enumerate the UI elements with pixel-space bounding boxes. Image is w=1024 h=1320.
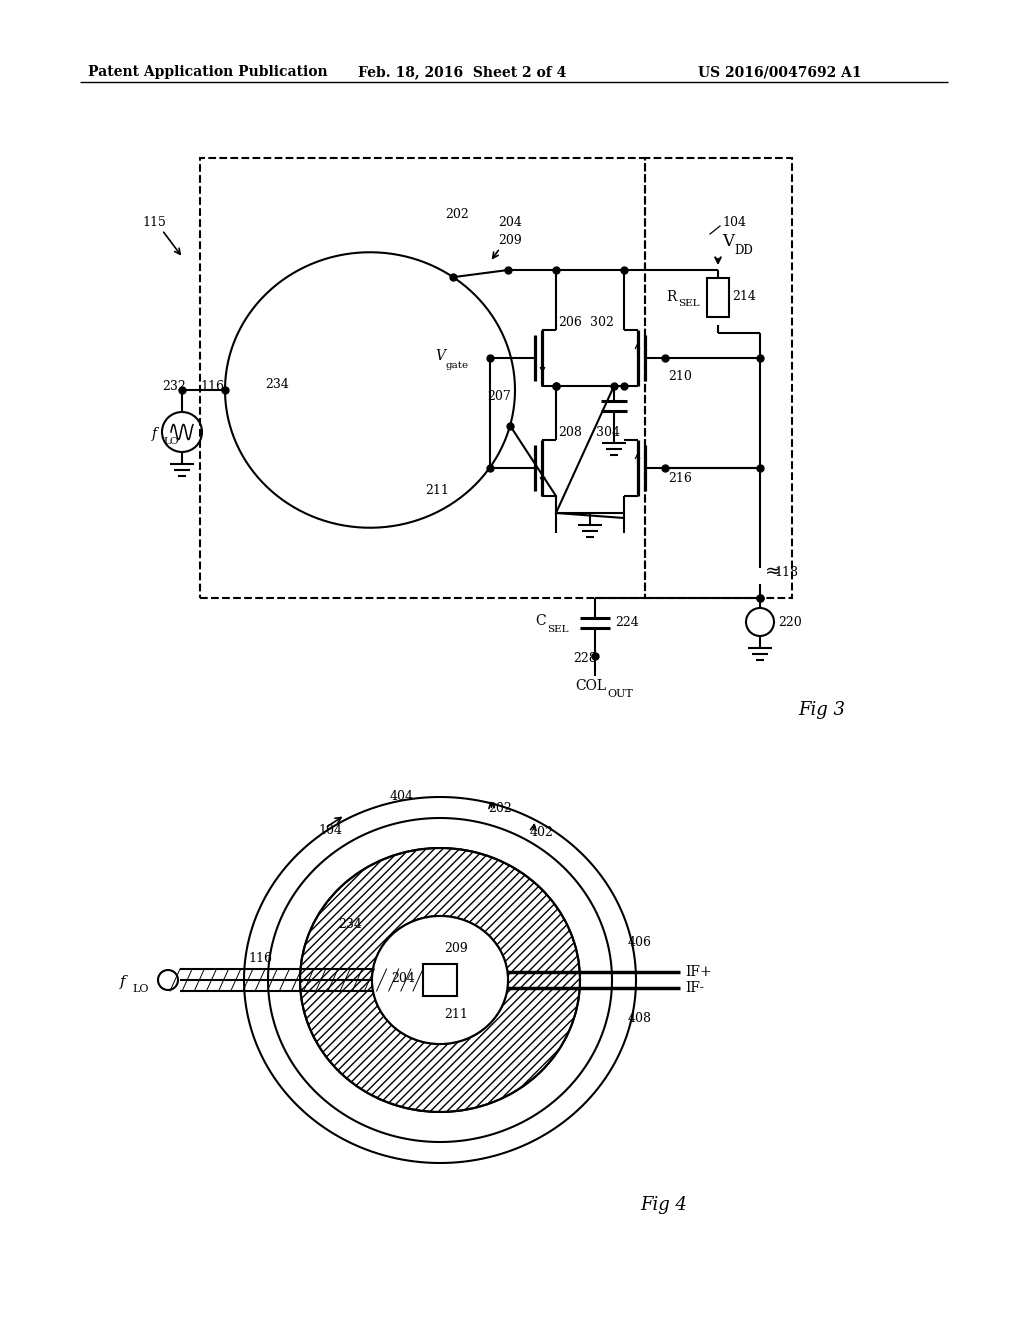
Text: f: f bbox=[152, 426, 157, 441]
Text: DD: DD bbox=[734, 243, 753, 256]
Text: 232: 232 bbox=[162, 380, 185, 393]
Text: 206: 206 bbox=[558, 315, 582, 329]
Text: 216: 216 bbox=[668, 471, 692, 484]
Text: ≈: ≈ bbox=[765, 564, 781, 581]
Text: 204: 204 bbox=[391, 972, 415, 985]
Text: 211: 211 bbox=[425, 483, 449, 496]
Text: 207: 207 bbox=[487, 389, 511, 403]
Text: Fig 4: Fig 4 bbox=[640, 1196, 687, 1214]
Text: 209: 209 bbox=[444, 941, 468, 954]
Text: 211: 211 bbox=[444, 1007, 468, 1020]
Text: 302: 302 bbox=[590, 315, 613, 329]
Text: C: C bbox=[535, 614, 546, 628]
Text: 202: 202 bbox=[445, 209, 469, 222]
Text: 208: 208 bbox=[558, 425, 582, 438]
Text: IF+: IF+ bbox=[685, 965, 712, 979]
Text: 209: 209 bbox=[498, 234, 522, 247]
Text: 406: 406 bbox=[628, 936, 652, 949]
Bar bbox=[423, 964, 457, 997]
Text: 202: 202 bbox=[488, 801, 512, 814]
Text: SEL: SEL bbox=[678, 300, 699, 309]
Text: 210: 210 bbox=[668, 370, 692, 383]
Bar bbox=[645, 158, 792, 598]
Text: 118: 118 bbox=[774, 565, 798, 578]
Text: 304: 304 bbox=[596, 425, 620, 438]
Text: LO: LO bbox=[132, 983, 148, 994]
Text: 234: 234 bbox=[265, 379, 289, 392]
Text: Feb. 18, 2016  Sheet 2 of 4: Feb. 18, 2016 Sheet 2 of 4 bbox=[358, 65, 566, 79]
Text: 204: 204 bbox=[498, 215, 522, 228]
Text: V: V bbox=[722, 234, 734, 251]
Text: gate: gate bbox=[445, 360, 468, 370]
Text: LO: LO bbox=[163, 437, 178, 446]
Text: 104: 104 bbox=[318, 824, 342, 837]
Text: SEL: SEL bbox=[547, 624, 568, 634]
Text: 408: 408 bbox=[628, 1011, 652, 1024]
Bar bbox=[707, 279, 729, 317]
Text: COL: COL bbox=[575, 678, 606, 693]
Text: 402: 402 bbox=[530, 825, 554, 838]
Text: 220: 220 bbox=[778, 615, 802, 628]
Text: 234: 234 bbox=[338, 919, 361, 932]
Text: OUT: OUT bbox=[607, 689, 633, 700]
Text: R: R bbox=[666, 290, 677, 304]
Text: 224: 224 bbox=[615, 615, 639, 628]
Text: IF-: IF- bbox=[685, 981, 705, 995]
Ellipse shape bbox=[372, 916, 508, 1044]
Text: V: V bbox=[435, 348, 445, 363]
Text: Patent Application Publication: Patent Application Publication bbox=[88, 65, 328, 79]
Text: 404: 404 bbox=[390, 791, 414, 804]
Text: Fig 3: Fig 3 bbox=[798, 701, 845, 719]
Text: 104: 104 bbox=[722, 215, 746, 228]
Text: 228: 228 bbox=[573, 652, 597, 664]
Bar bbox=[200, 158, 645, 598]
Text: 115: 115 bbox=[142, 215, 166, 228]
Text: 214: 214 bbox=[732, 290, 756, 304]
Text: f: f bbox=[120, 975, 126, 989]
Text: 116: 116 bbox=[248, 952, 272, 965]
Text: 116: 116 bbox=[200, 380, 224, 393]
Text: US 2016/0047692 A1: US 2016/0047692 A1 bbox=[698, 65, 861, 79]
